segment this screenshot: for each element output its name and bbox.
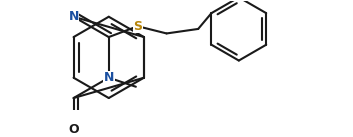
Text: N: N: [103, 71, 114, 84]
Text: N: N: [68, 10, 79, 23]
Text: S: S: [133, 20, 142, 33]
Text: O: O: [68, 123, 79, 136]
